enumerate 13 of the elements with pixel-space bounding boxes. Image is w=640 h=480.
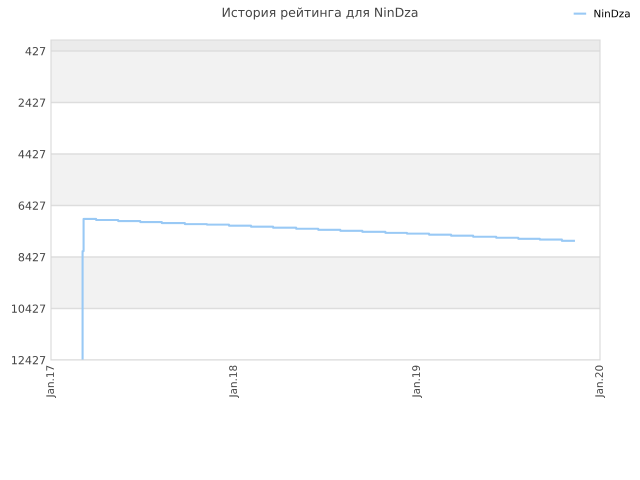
- x-tick-label: Jan.17: [46, 366, 56, 398]
- chart-title: История рейтинга для NinDza: [222, 7, 418, 20]
- x-tick-label: Jan.18: [229, 366, 239, 398]
- x-tick-label: Jan.19: [412, 366, 422, 398]
- y-tick-label: 4427: [18, 150, 46, 158]
- y-tick-label: 10427: [12, 304, 46, 313]
- x-tick-label: Jan.20: [595, 366, 605, 398]
- y-tick-label: 12427: [12, 356, 46, 364]
- y-tick-label: 8427: [18, 252, 46, 262]
- y-tick-label: 427: [25, 46, 46, 56]
- y-tick-label: 6427: [18, 201, 46, 210]
- y-tick-label: 2427: [18, 98, 46, 107]
- legend-label: NinDza: [594, 9, 630, 18]
